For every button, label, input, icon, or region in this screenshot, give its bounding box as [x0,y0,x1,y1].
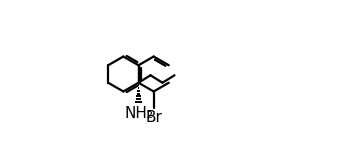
Text: Br: Br [145,110,162,125]
Text: NH₂: NH₂ [124,106,153,121]
